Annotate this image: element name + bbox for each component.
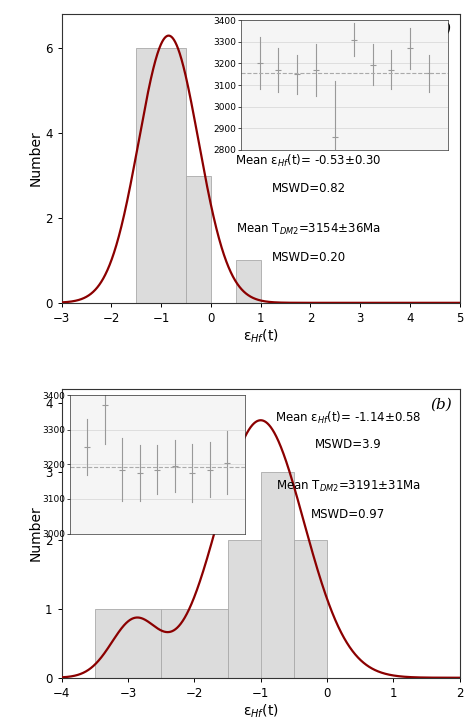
Y-axis label: Number: Number (28, 505, 42, 562)
Text: Mean T$_{DM2}$=3191±31Ma: Mean T$_{DM2}$=3191±31Ma (276, 479, 421, 494)
Text: MSWD=0.97: MSWD=0.97 (311, 508, 385, 521)
Bar (228, 541, 294, 678)
Bar (261, 472, 294, 678)
Bar (161, 609, 228, 678)
Text: (b): (b) (430, 398, 452, 412)
Text: Mean ε$_{Hf}$(t)= -0.53±0.30: Mean ε$_{Hf}$(t)= -0.53±0.30 (235, 153, 382, 169)
Bar (95, 609, 161, 678)
Text: MSWD=3.9: MSWD=3.9 (315, 438, 382, 451)
Text: MSWD=0.20: MSWD=0.20 (272, 251, 346, 264)
Bar (236, 260, 261, 303)
Bar (137, 48, 186, 303)
Y-axis label: Number: Number (28, 131, 42, 187)
Text: (a): (a) (431, 23, 452, 37)
X-axis label: ε$_{Hf}$(t): ε$_{Hf}$(t) (243, 702, 279, 720)
Bar (186, 176, 211, 303)
Bar (294, 541, 327, 678)
Text: Mean ε$_{Hf}$(t)= -1.14±0.58: Mean ε$_{Hf}$(t)= -1.14±0.58 (275, 410, 421, 425)
Text: Mean T$_{DM2}$=3154±36Ma: Mean T$_{DM2}$=3154±36Ma (236, 222, 381, 237)
Text: MSWD=0.82: MSWD=0.82 (272, 182, 346, 195)
X-axis label: ε$_{Hf}$(t): ε$_{Hf}$(t) (243, 327, 279, 345)
